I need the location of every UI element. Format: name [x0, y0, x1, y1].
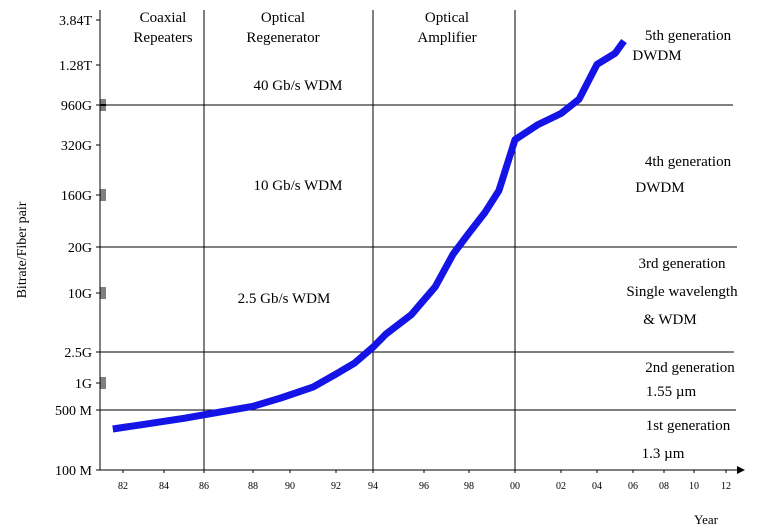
- wdm-band-label-1: 40 Gb/s WDM: [254, 78, 343, 94]
- x-axis-title: Year: [694, 512, 719, 527]
- y-tick-label-6: 20G: [68, 241, 92, 256]
- generation-label-3-line-3: & WDM: [643, 312, 696, 328]
- y-tick-label-3: 960G: [61, 99, 92, 114]
- x-tick-label-10: 00: [510, 481, 520, 492]
- wdm-band-label-3: 2.5 Gb/s WDM: [238, 291, 331, 307]
- x-tick-label-14: 08: [659, 481, 669, 492]
- generation-label-1-line-1: 5th generation: [645, 28, 732, 44]
- y-tick-label-9: 1G: [75, 377, 92, 392]
- generation-label-3-line-2: Single wavelength: [626, 284, 738, 300]
- x-tick-label-11: 02: [556, 481, 566, 492]
- y-tick-label-5: 160G: [61, 189, 92, 204]
- era-label-1-line-1: Coaxial: [140, 10, 187, 26]
- x-tick-label-13: 06: [628, 481, 638, 492]
- x-tick-label-2: 84: [159, 481, 169, 492]
- wdm-band-label-2: 10 Gb/s WDM: [254, 178, 343, 194]
- era-label-3-line-2: Amplifier: [417, 30, 476, 46]
- x-tick-label-3: 86: [199, 481, 209, 492]
- era-label-2-line-2: Regenerator: [246, 30, 319, 46]
- grid: [100, 10, 737, 470]
- y-tick-label-8: 2.5G: [64, 346, 92, 361]
- x-tick-label-7: 94: [368, 481, 378, 492]
- generation-label-1-line-2: DWDM: [632, 48, 681, 64]
- era-label-1-line-2: Repeaters: [133, 30, 192, 46]
- y-tick-label-1: 3.84T: [59, 14, 93, 29]
- y-tick-label-4: 320G: [61, 139, 92, 154]
- y-tick-label-7: 10G: [68, 287, 92, 302]
- generation-label-2-line-1: 4th generation: [645, 154, 732, 170]
- x-tick-label-4: 88: [248, 481, 258, 492]
- x-tick-label-1: 82: [118, 481, 128, 492]
- generation-label-3-line-1: 3rd generation: [638, 256, 726, 272]
- series-layer: [112, 38, 627, 433]
- x-tick-label-9: 98: [464, 481, 474, 492]
- generation-label-4-line-1: 2nd generation: [645, 360, 735, 376]
- x-tick-label-16: 12: [721, 481, 731, 492]
- series-line-1: [112, 38, 627, 433]
- generation-label-4-line-2: 1.55 µm: [646, 384, 697, 400]
- y-tick-label-2: 1.28T: [59, 59, 93, 74]
- x-tick-label-6: 92: [331, 481, 341, 492]
- x-tick-label-8: 96: [419, 481, 429, 492]
- x-tick-label-15: 10: [689, 481, 699, 492]
- era-label-2-line-1: Optical: [261, 10, 305, 26]
- generation-label-5-line-2: 1.3 µm: [642, 446, 685, 462]
- y-axis-title: Bitrate/Fiber pair: [15, 201, 30, 298]
- axes: [96, 10, 745, 474]
- labels: 3.84T 1.28T 960G 320G 160G 20G 10G 2.5G 1G 500 M 1…: [15, 10, 738, 527]
- y-tick-label-10: 500 M: [55, 404, 93, 419]
- x-tick-label-12: 04: [592, 481, 602, 492]
- era-label-3-line-1: Optical: [425, 10, 469, 26]
- y-tick-label-11: 100 M: [55, 464, 93, 479]
- generation-label-2-line-2: DWDM: [635, 180, 684, 196]
- x-axis-arrow: [737, 466, 745, 474]
- generation-label-5-line-1: 1st generation: [646, 418, 731, 434]
- x-tick-label-5: 90: [285, 481, 295, 492]
